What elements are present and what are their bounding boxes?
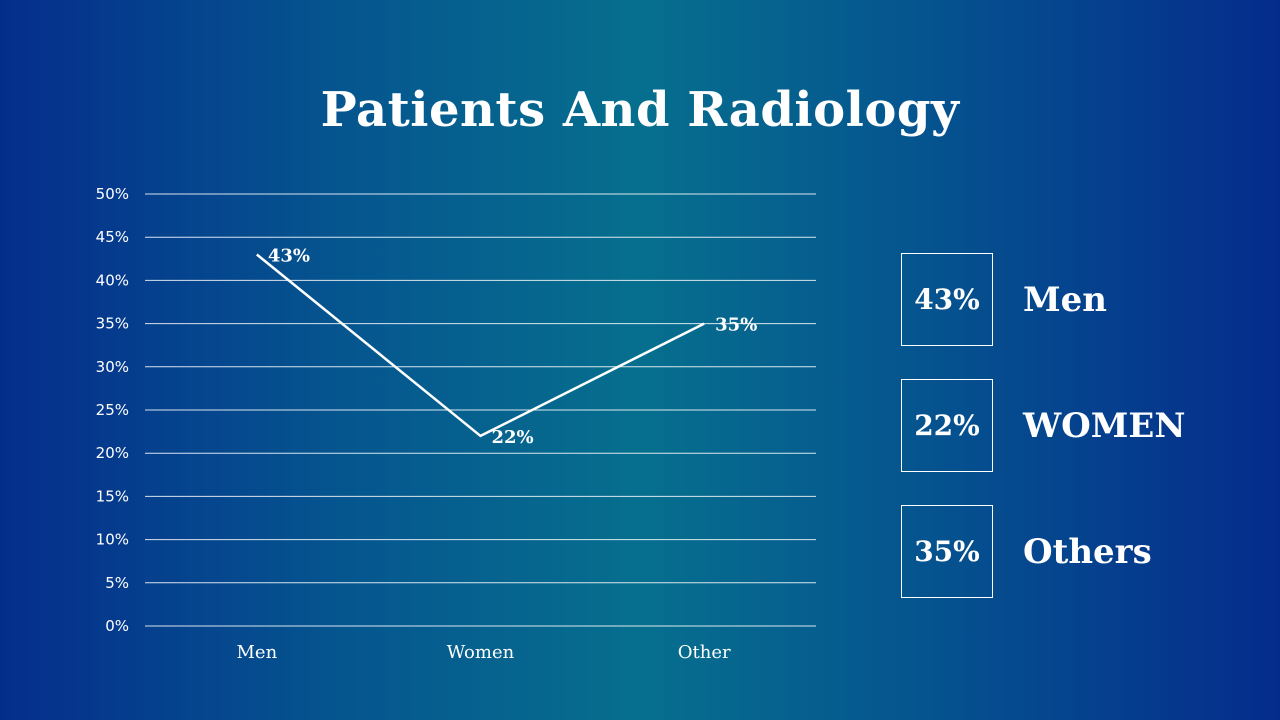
- legend-panel: 43% Men 22% WOMEN 35% Others: [901, 252, 1261, 630]
- legend-label: Men: [1023, 279, 1107, 320]
- legend-item-women: 22% WOMEN: [901, 378, 1261, 473]
- series-line-group: [256, 253, 705, 438]
- legend-label: WOMEN: [1023, 405, 1186, 446]
- y-tick-label: 35%: [96, 315, 129, 333]
- x-axis-categories: Men Women Other: [236, 642, 730, 663]
- y-axis-ticks: 0% 5% 10% 15% 20% 25% 30% 35% 40% 45% 50%: [96, 185, 129, 635]
- line-chart: 0% 5% 10% 15% 20% 25% 30% 35% 40% 45% 50% Men Women…: [0, 0, 900, 700]
- y-tick-label: 10%: [96, 531, 129, 549]
- y-tick-label: 25%: [96, 401, 129, 419]
- y-tick-label: 40%: [96, 271, 129, 289]
- data-label: 22%: [492, 427, 534, 448]
- gridlines: [145, 193, 816, 627]
- y-tick-label: 5%: [105, 574, 129, 592]
- data-label: 43%: [268, 245, 310, 266]
- legend-item-men: 43% Men: [901, 252, 1261, 347]
- legend-value-box: 43%: [901, 253, 993, 346]
- x-category-label: Other: [678, 642, 731, 663]
- data-labels: 43% 22% 35%: [268, 245, 757, 447]
- y-tick-label: 0%: [105, 617, 129, 635]
- y-tick-label: 20%: [96, 444, 129, 462]
- legend-value-box: 35%: [901, 505, 993, 598]
- x-category-label: Men: [236, 642, 277, 663]
- x-category-label: Women: [447, 642, 515, 663]
- series-line: [256, 253, 705, 438]
- y-tick-label: 50%: [96, 185, 129, 203]
- data-label: 35%: [715, 315, 757, 336]
- legend-value-box: 22%: [901, 379, 993, 472]
- y-tick-label: 30%: [96, 358, 129, 376]
- slide-title: Patients And Radiology: [320, 82, 960, 138]
- y-tick-label: 15%: [96, 487, 129, 505]
- y-tick-label: 45%: [96, 228, 129, 246]
- legend-item-others: 35% Others: [901, 504, 1261, 599]
- legend-label: Others: [1023, 531, 1152, 572]
